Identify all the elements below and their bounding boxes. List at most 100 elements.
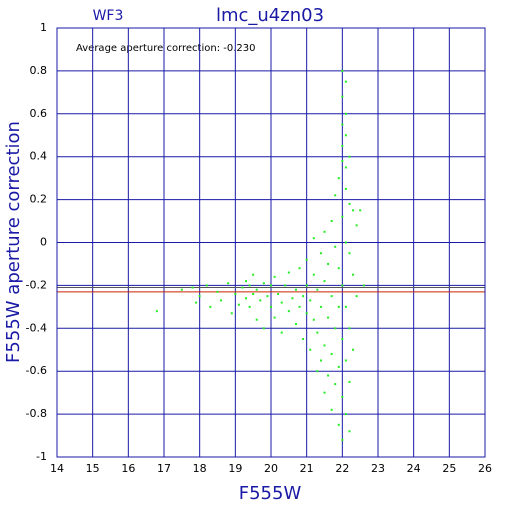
y-tick-label: 0.2 xyxy=(30,193,48,206)
point xyxy=(280,301,283,304)
point xyxy=(319,359,322,362)
point xyxy=(348,155,351,158)
x-tick-label: 25 xyxy=(442,462,456,475)
point xyxy=(220,299,223,302)
point xyxy=(348,430,351,433)
point xyxy=(341,144,344,147)
point xyxy=(352,348,355,351)
y-tick-label: 0.6 xyxy=(30,107,48,120)
annotation: Average aperture correction: -0.230 xyxy=(76,43,256,54)
point xyxy=(323,344,326,347)
point xyxy=(352,273,355,276)
point xyxy=(237,303,240,306)
point xyxy=(359,209,362,212)
point xyxy=(327,374,330,377)
y-tick-label: 0.8 xyxy=(30,64,48,77)
point xyxy=(341,95,344,98)
point xyxy=(319,305,322,308)
point xyxy=(348,327,351,330)
point xyxy=(294,288,297,291)
point xyxy=(344,187,347,190)
point xyxy=(323,280,326,283)
point xyxy=(355,295,358,298)
point xyxy=(302,338,305,341)
x-tick-label: 21 xyxy=(300,462,314,475)
y-tick-label: -1 xyxy=(36,450,47,463)
x-axis-label: F555W xyxy=(239,483,302,504)
point xyxy=(294,323,297,326)
x-tick-label: 23 xyxy=(371,462,385,475)
point xyxy=(330,408,333,411)
point xyxy=(352,209,355,212)
x-tick-label: 17 xyxy=(157,462,171,475)
point xyxy=(344,166,347,169)
point xyxy=(287,271,290,274)
y-axis-label: F555W aperture correction xyxy=(3,121,24,363)
x-tick-label: 18 xyxy=(193,462,207,475)
point xyxy=(298,267,301,270)
x-tick-label: 26 xyxy=(478,462,492,475)
point xyxy=(270,305,272,308)
point xyxy=(341,123,344,126)
point xyxy=(341,215,344,218)
point xyxy=(319,252,322,255)
point xyxy=(234,292,237,295)
point xyxy=(341,284,344,287)
point xyxy=(341,69,344,72)
point xyxy=(277,292,280,295)
point xyxy=(227,282,230,285)
panel-label: WF3 xyxy=(93,8,124,24)
point xyxy=(262,282,265,285)
point xyxy=(245,297,248,300)
point xyxy=(198,295,201,298)
point xyxy=(259,299,262,302)
point xyxy=(255,288,258,291)
point xyxy=(316,331,319,334)
point xyxy=(273,316,276,319)
point xyxy=(280,331,283,334)
point xyxy=(344,241,347,244)
point xyxy=(248,284,251,287)
chart-title: lmc_u4zn03 xyxy=(216,5,324,26)
point xyxy=(323,391,326,394)
point xyxy=(344,112,347,115)
point xyxy=(344,305,347,308)
point xyxy=(337,177,340,180)
point xyxy=(341,438,344,441)
point xyxy=(195,301,198,304)
x-tick-label: 22 xyxy=(335,462,349,475)
point xyxy=(344,134,347,137)
point xyxy=(341,338,344,341)
point xyxy=(316,370,319,373)
point xyxy=(262,327,265,330)
point xyxy=(334,383,337,386)
point xyxy=(337,423,340,426)
point xyxy=(252,273,255,276)
point xyxy=(305,258,308,261)
x-tick-label: 16 xyxy=(121,462,135,475)
y-tick-label: -0.8 xyxy=(26,407,47,420)
point xyxy=(348,380,351,383)
point xyxy=(362,284,365,287)
x-tick-label: 20 xyxy=(264,462,278,475)
point xyxy=(334,327,337,330)
point xyxy=(270,284,272,287)
point xyxy=(312,237,315,240)
point xyxy=(348,252,351,255)
point xyxy=(180,288,183,291)
point xyxy=(337,365,340,368)
point xyxy=(341,159,344,162)
point xyxy=(155,310,158,313)
point xyxy=(344,359,347,362)
plot-border xyxy=(56,27,486,458)
point xyxy=(241,286,244,289)
point xyxy=(344,413,347,416)
point xyxy=(341,395,344,398)
point xyxy=(191,286,194,289)
point xyxy=(305,312,308,315)
y-tick-label: -0.4 xyxy=(26,321,47,334)
point xyxy=(312,273,315,276)
point xyxy=(312,318,315,321)
y-tick-label: 1 xyxy=(40,21,47,34)
